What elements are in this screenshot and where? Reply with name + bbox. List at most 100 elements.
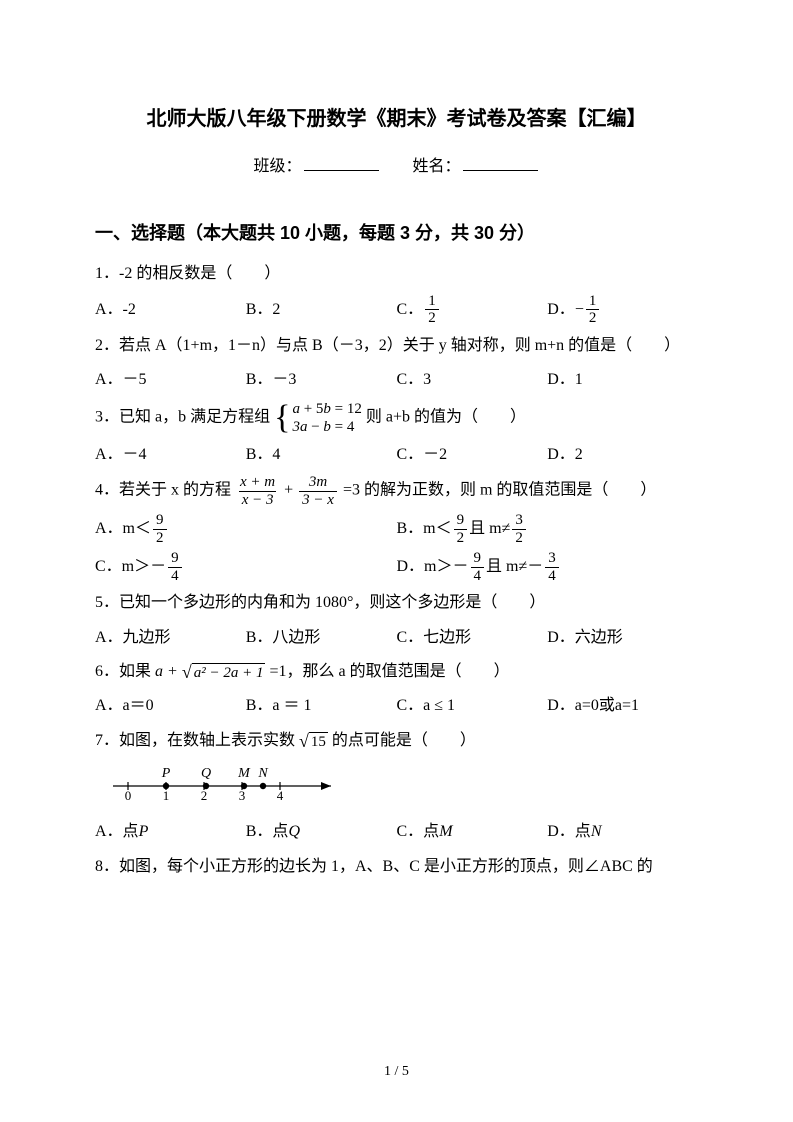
q8-stem: 8．如图，每个小正方形的边长为 1，A、B、C 是小正方形的顶点，则∠ABC 的	[95, 852, 698, 882]
svg-text:P: P	[161, 766, 171, 781]
sqrt-icon: √a² − 2a + 1	[182, 663, 266, 682]
q3-stem: 3．已知 a，b 满足方程组 { a + 5b = 12 3a − b = 4 …	[95, 400, 698, 436]
q3-eq1-b: b	[323, 401, 331, 417]
q3-eq2-mid: −	[307, 419, 323, 435]
frac-1-2: 12	[425, 293, 439, 327]
q7-c-label: C．点	[397, 817, 440, 847]
page-number: 1 / 5	[0, 1064, 793, 1080]
q1-opt-a[interactable]: A．-2	[95, 293, 246, 327]
q1-stem: 1．-2 的相反数是（ ）	[95, 259, 698, 289]
q3-opt-c[interactable]: C．－2	[397, 440, 548, 470]
q4-stem: 4．若关于 x 的方程 x + mx − 3 + 3m3 − x =3 的解为正…	[95, 474, 698, 508]
q5-opt-c[interactable]: C．七边形	[397, 623, 548, 653]
left-brace-icon: {	[274, 401, 290, 435]
q2-opt-b[interactable]: B．－3	[246, 365, 397, 395]
frac-1-2-neg: 12	[586, 293, 600, 327]
q7-d-label: D．点	[547, 817, 591, 847]
q1-options: A．-2 B．2 C． 12 D． − 12	[95, 293, 698, 327]
q6-a: a +	[155, 663, 182, 680]
q4-options-row1: A．m＜ 92 B．m＜ 92 且 m≠ 32	[95, 512, 698, 546]
q4-opt-c[interactable]: C．m＞－ 94	[95, 550, 397, 584]
q2-stem: 2．若点 A（1+m，1－n）与点 B（－3，2）关于 y 轴对称，则 m+n …	[95, 331, 698, 361]
q6-radicand: a² − 2a + 1	[192, 663, 266, 682]
q4-d-frac2: 34	[545, 550, 559, 584]
q5-opt-a[interactable]: A．九边形	[95, 623, 246, 653]
q7-c-point: M	[439, 817, 452, 847]
name-label: 姓名：	[413, 158, 461, 175]
student-info-line: 班级： 姓名：	[95, 152, 698, 182]
q2-options: A．－5 B．－3 C．3 D．1	[95, 365, 698, 395]
q6-opt-a[interactable]: A．a＝0	[95, 691, 246, 721]
q4-b-frac1: 92	[454, 512, 468, 546]
q4-b-mid: 且 m≠	[469, 514, 510, 544]
q7-opt-a[interactable]: A．点 P	[95, 817, 246, 847]
svg-text:2: 2	[201, 788, 208, 802]
q1-opt-d[interactable]: D． − 12	[547, 293, 698, 327]
q3-post: 则 a+b 的值为（ ）	[366, 408, 526, 425]
q4-c-frac: 94	[168, 550, 182, 584]
q6-opt-b[interactable]: B．a ＝ 1	[246, 691, 397, 721]
q4-d-frac1: 94	[471, 550, 485, 584]
svg-text:Q: Q	[201, 766, 211, 781]
name-blank[interactable]	[463, 152, 538, 171]
q7-opt-d[interactable]: D．点 N	[547, 817, 698, 847]
q7-b-label: B．点	[246, 817, 289, 847]
q7-opt-b[interactable]: B．点 Q	[246, 817, 397, 847]
q3-eq1-a: a	[292, 401, 300, 417]
q6-opt-c[interactable]: C．a ≤ 1	[397, 691, 548, 721]
q6-options: A．a＝0 B．a ＝ 1 C．a ≤ 1 D．a=0或a=1	[95, 691, 698, 721]
q7-b-point: Q	[288, 817, 300, 847]
q3-eq2-b: b	[323, 419, 331, 435]
q3-opt-a[interactable]: A．－4	[95, 440, 246, 470]
q3-eq1-r: = 12	[331, 401, 362, 417]
svg-text:1: 1	[163, 788, 170, 802]
page-title: 北师大版八年级下册数学《期末》考试卷及答案【汇编】	[95, 100, 698, 138]
q1-opt-c[interactable]: C． 12	[397, 293, 548, 327]
q3-eq1-mid: + 5	[300, 401, 323, 417]
neg-sign: −	[575, 295, 584, 325]
q4-opt-b[interactable]: B．m＜ 92 且 m≠ 32	[397, 512, 699, 546]
q4-post: =3 的解为正数，则 m 的取值范围是（ ）	[343, 482, 656, 499]
q4-b-frac2: 32	[512, 512, 526, 546]
q7-pre: 7．如图，在数轴上表示实数	[95, 732, 299, 749]
q4-frac1: x + mx − 3	[237, 474, 278, 508]
q4-b-label: B．m＜	[397, 514, 452, 544]
number-line-svg: 01234 PQMN	[113, 762, 343, 802]
q4-plus: +	[284, 482, 297, 499]
q2-opt-c[interactable]: C．3	[397, 365, 548, 395]
q5-stem: 5．已知一个多边形的内角和为 1080°，则这个多边形是（ ）	[95, 588, 698, 618]
q7-a-point: P	[139, 817, 149, 847]
q3-options: A．－4 B．4 C．－2 D．2	[95, 440, 698, 470]
q1-c-label: C．	[397, 295, 424, 325]
q1-opt-b[interactable]: B．2	[246, 293, 397, 327]
svg-text:N: N	[257, 766, 268, 781]
q6-pre: 6．如果	[95, 663, 155, 680]
q7-options: A．点 P B．点 Q C．点 M D．点 N	[95, 817, 698, 847]
q5-options: A．九边形 B．八边形 C．七边形 D．六边形	[95, 623, 698, 653]
q6-post: =1，那么 a 的取值范围是（ ）	[269, 663, 509, 680]
q4-options-row2: C．m＞－ 94 D．m＞－ 94 且 m≠－ 34	[95, 550, 698, 584]
q4-opt-d[interactable]: D．m＞－ 94 且 m≠－ 34	[397, 550, 699, 584]
number-line-figure: 01234 PQMN	[113, 762, 698, 813]
q3-eq2-r: = 4	[331, 419, 354, 435]
q3-opt-b[interactable]: B．4	[246, 440, 397, 470]
q4-d-mid: 且 m≠－	[486, 552, 543, 582]
q4-pre: 4．若关于 x 的方程	[95, 482, 235, 499]
q1-d-label: D．	[547, 295, 575, 325]
q7-opt-c[interactable]: C．点 M	[397, 817, 548, 847]
q7-d-point: N	[591, 817, 602, 847]
q2-opt-a[interactable]: A．－5	[95, 365, 246, 395]
q4-d-label: D．m＞－	[397, 552, 469, 582]
q3-opt-d[interactable]: D．2	[547, 440, 698, 470]
q5-opt-b[interactable]: B．八边形	[246, 623, 397, 653]
sqrt-15-icon: √15	[299, 732, 328, 751]
q6-opt-d[interactable]: D．a=0或a=1	[547, 691, 698, 721]
q7-post: 的点可能是（ ）	[332, 732, 476, 749]
q2-opt-d[interactable]: D．1	[547, 365, 698, 395]
q4-frac2: 3m3 − x	[299, 474, 337, 508]
q4-opt-a[interactable]: A．m＜ 92	[95, 512, 397, 546]
class-blank[interactable]	[304, 152, 379, 171]
q5-opt-d[interactable]: D．六边形	[547, 623, 698, 653]
q3-pre: 3．已知 a，b 满足方程组	[95, 408, 270, 425]
svg-text:3: 3	[239, 788, 246, 802]
